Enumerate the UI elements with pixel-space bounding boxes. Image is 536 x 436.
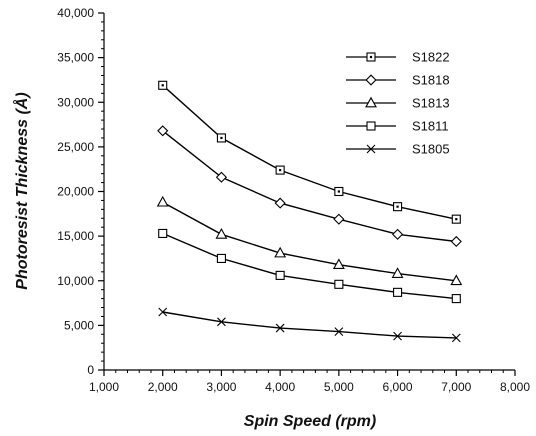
data-point bbox=[450, 274, 463, 286]
series-line bbox=[162, 201, 457, 282]
data-point bbox=[216, 133, 226, 143]
data-point bbox=[451, 294, 461, 304]
data-point bbox=[158, 307, 168, 317]
legend-marker-shape bbox=[366, 121, 376, 131]
series-line bbox=[162, 311, 457, 339]
data-point-shape bbox=[275, 270, 285, 280]
data-point bbox=[450, 235, 462, 248]
data-point bbox=[215, 171, 228, 183]
data-point bbox=[393, 287, 403, 297]
data-point bbox=[158, 80, 168, 90]
data-point-shape bbox=[451, 294, 461, 304]
legend-item: S1813 bbox=[346, 96, 450, 111]
data-point bbox=[157, 125, 169, 137]
legend-label: S1822 bbox=[412, 50, 450, 65]
data-point bbox=[334, 186, 344, 197]
series-line bbox=[162, 84, 457, 220]
x-tick-label: 7,000 bbox=[441, 380, 471, 394]
y-tick-label: 15,000 bbox=[57, 229, 94, 243]
data-point bbox=[451, 333, 461, 343]
data-point bbox=[158, 228, 168, 238]
legend-item: S1811 bbox=[346, 119, 449, 134]
data-point bbox=[274, 246, 287, 258]
data-point bbox=[217, 317, 226, 327]
y-tick-label: 30,000 bbox=[57, 95, 94, 109]
data-point-dot bbox=[337, 190, 340, 193]
legend-marker bbox=[365, 96, 377, 108]
x-tick-label: 5,000 bbox=[324, 380, 354, 394]
series-line bbox=[162, 130, 457, 243]
y-tick-label: 0 bbox=[87, 363, 94, 377]
data-point bbox=[332, 258, 345, 270]
y-axis-title: Photoresist Thickness (Å) bbox=[12, 92, 31, 289]
data-point bbox=[156, 195, 169, 207]
series-S1822 bbox=[158, 80, 461, 224]
data-point-dot bbox=[396, 205, 399, 208]
y-ticks: 0 5,000 10,000 15,000 20,000 25,000 30,000 35,0… bbox=[57, 6, 104, 377]
y-tick-label: 20,000 bbox=[57, 185, 94, 199]
data-point bbox=[275, 165, 285, 175]
data-point-dot bbox=[220, 136, 223, 140]
data-point-shape bbox=[334, 279, 344, 289]
data-point bbox=[333, 213, 345, 225]
legend-item: S1805 bbox=[346, 142, 450, 157]
axes bbox=[103, 13, 515, 371]
legend-marker bbox=[366, 144, 376, 154]
y-tick-label: 35,000 bbox=[57, 51, 94, 65]
legend-label: S1818 bbox=[412, 73, 450, 88]
x-tick-label: 1,000 bbox=[89, 380, 119, 394]
series-S1811 bbox=[158, 228, 461, 304]
legend-label: S1811 bbox=[412, 119, 449, 134]
x-tick-label: 8,000 bbox=[500, 380, 530, 394]
data-point-shape bbox=[216, 253, 226, 263]
x-tick-label: 2,000 bbox=[148, 380, 178, 394]
legend-marker-dot bbox=[369, 55, 373, 59]
data-point bbox=[334, 279, 344, 289]
y-tick-label: 5,000 bbox=[64, 318, 94, 332]
y-tick-label: 10,000 bbox=[57, 274, 94, 288]
legend-item: S1822 bbox=[346, 50, 450, 65]
series-line bbox=[162, 232, 457, 300]
data-point bbox=[393, 331, 402, 341]
legend-marker bbox=[366, 121, 376, 131]
y-tick-label: 25,000 bbox=[57, 140, 94, 154]
legend-item: S1818 bbox=[346, 73, 450, 88]
series-layer bbox=[156, 80, 463, 343]
x-tick-label: 3,000 bbox=[206, 380, 236, 394]
data-point-dot bbox=[279, 168, 282, 172]
data-point bbox=[393, 202, 403, 212]
data-point bbox=[275, 270, 285, 280]
data-point bbox=[274, 197, 286, 209]
series-S1818 bbox=[157, 125, 462, 248]
legend-marker bbox=[365, 74, 377, 86]
data-point bbox=[451, 214, 461, 224]
data-point bbox=[334, 327, 344, 337]
data-point-shape bbox=[158, 228, 168, 238]
series-S1813 bbox=[156, 195, 463, 286]
data-point-dot bbox=[455, 218, 458, 221]
x-ticks: 1,000 2,000 3,000 4,000 5,000 6,000 7,000 8,000 bbox=[89, 370, 530, 394]
series-S1805 bbox=[158, 307, 461, 343]
legend-marker bbox=[366, 52, 376, 62]
data-point-shape bbox=[393, 287, 403, 297]
data-point-dot bbox=[161, 84, 164, 87]
legend-label: S1805 bbox=[412, 142, 450, 157]
x-tick-label: 4,000 bbox=[265, 380, 295, 394]
data-point bbox=[216, 253, 226, 263]
x-tick-label: 6,000 bbox=[383, 380, 413, 394]
data-point bbox=[391, 228, 404, 240]
data-point bbox=[275, 323, 285, 333]
legend: S1822 S1818 S1813 S1811 S1805 bbox=[346, 50, 450, 157]
data-point bbox=[215, 228, 228, 239]
legend-label: S1813 bbox=[412, 96, 450, 111]
x-axis-title: Spin Speed (rpm) bbox=[244, 413, 376, 430]
data-point bbox=[391, 267, 404, 278]
y-tick-label: 40,000 bbox=[57, 6, 94, 20]
